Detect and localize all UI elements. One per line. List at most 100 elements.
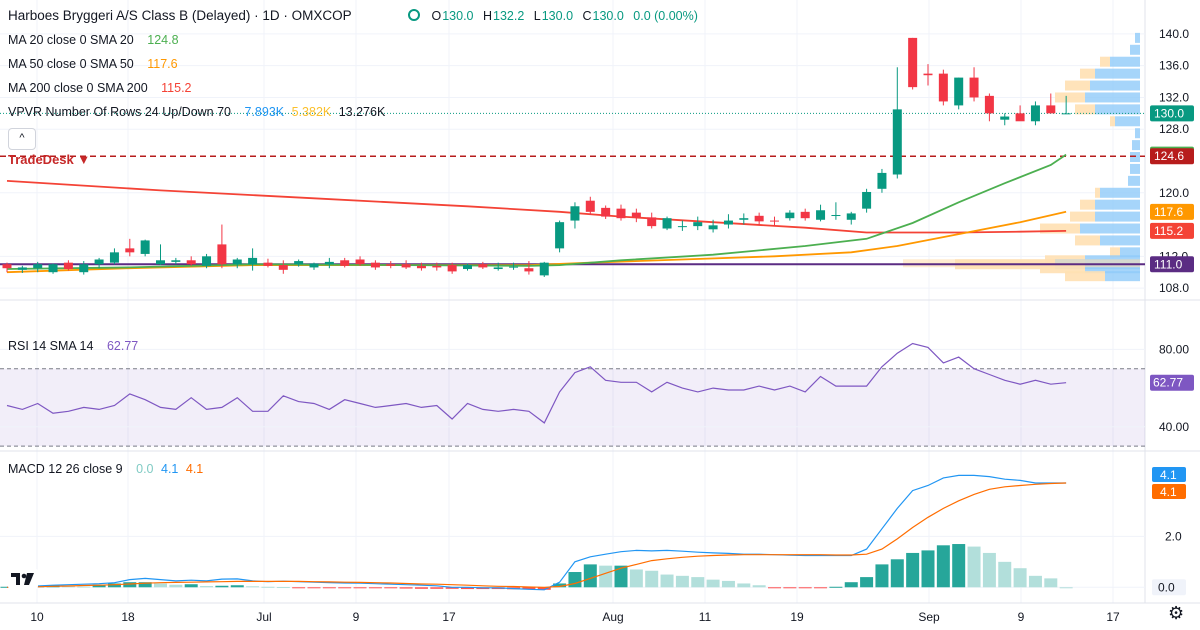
macd-histogram-bar: [522, 587, 536, 590]
legend-vpvr[interactable]: VPVR Number Of Rows 24 Up/Down 70 7.893K…: [8, 104, 389, 120]
candle-body: [493, 267, 503, 270]
candle-body: [800, 211, 810, 219]
macd-histogram-bar: [169, 584, 183, 588]
candle-body: [309, 263, 319, 268]
legend-ma50[interactable]: MA 50 close 0 SMA 50 117.6: [8, 56, 182, 72]
macd-signal-badge-label: 4.1: [1160, 485, 1177, 499]
macd-histogram-bar: [537, 587, 551, 590]
price-badge-label: 130.0: [1154, 106, 1184, 120]
volume-profile-up-bar: [1095, 211, 1140, 222]
candle-body: [156, 260, 165, 265]
macd-histogram-bar: [721, 580, 735, 588]
time-tick-label: Aug: [602, 610, 623, 624]
volume-profile-down-bar: [1080, 199, 1095, 210]
macd-histogram-bar: [706, 579, 720, 588]
macd-line-value: 4.1: [161, 462, 179, 476]
macd-histogram-bar: [184, 584, 198, 588]
macd-histogram-bar: [368, 587, 382, 589]
macd-histogram-bar: [553, 583, 567, 588]
settings-gear-icon[interactable]: ⚙: [1168, 603, 1185, 623]
time-tick-label: Sep: [918, 610, 940, 624]
candle-body: [63, 262, 73, 270]
macd-histogram-bar: [844, 582, 858, 588]
rsi-line: [6, 342, 1067, 424]
candle-body: [171, 260, 181, 262]
candle-body: [33, 264, 43, 269]
macd-histogram-bar: [276, 587, 290, 589]
legend-ma200[interactable]: MA 200 close 0 SMA 200 115.2: [8, 80, 196, 96]
legend-ma20[interactable]: MA 20 close 0 SMA 20 124.8: [8, 32, 183, 48]
volume-profile-up-bar: [1128, 175, 1140, 186]
candle-body: [370, 262, 380, 268]
volume-profile-up-bar: [1095, 68, 1140, 79]
macd-histogram-bar: [875, 564, 889, 588]
volume-profile-up-bar: [1115, 116, 1140, 127]
low-value: 130.0: [541, 9, 574, 23]
candle-body: [355, 259, 365, 265]
volume-profile-down-bar: [1100, 56, 1110, 67]
tradingview-logo[interactable]: [8, 568, 38, 590]
candle-body: [48, 264, 58, 273]
collapse-legend-button[interactable]: ^: [8, 128, 36, 150]
ohlc-readout: O130.0 H132.2 L130.0 C130.0 0.0 (0.00%): [408, 8, 704, 24]
macd-histogram-bar: [138, 582, 152, 588]
price-tick-label: 132.0: [1159, 90, 1189, 104]
macd-histogram-bar: [952, 544, 966, 588]
macd-histogram-bar: [445, 587, 459, 589]
candle-body: [294, 261, 304, 265]
price-badge-label: 124.6: [1154, 149, 1184, 163]
ma20-label: MA 20 close 0 SMA 20: [8, 33, 134, 47]
volume-profile-up-bar: [1085, 92, 1140, 103]
candle-body: [416, 265, 426, 269]
legend-rsi[interactable]: RSI 14 SMA 14 62.77: [8, 338, 142, 354]
macd-histogram-bar: [814, 587, 828, 589]
macd-badge-label: 4.1: [1160, 468, 1177, 482]
tradedesk-label[interactable]: TradeDesk ▼: [8, 152, 91, 167]
volume-profile-up-bar: [1135, 128, 1140, 139]
candle-body: [938, 73, 948, 102]
candle-body: [892, 109, 902, 175]
vpvr-down-value: 5.382K: [291, 105, 332, 119]
volume-profile-down-bar: [1110, 116, 1115, 127]
price-tick-label: 128.0: [1159, 122, 1189, 136]
candle-body: [324, 261, 334, 265]
volume-profile-up-bar: [1120, 247, 1140, 258]
rsi-label: RSI 14 SMA 14: [8, 339, 94, 353]
candle-body: [723, 220, 733, 225]
price-tick-label: 136.0: [1159, 59, 1189, 73]
candle-body: [739, 218, 749, 220]
macd-histogram-bar: [292, 587, 306, 589]
macd-signal-value: 4.1: [185, 462, 204, 476]
ma200-value: 115.2: [161, 81, 192, 95]
volume-profile-up-bar: [1135, 32, 1140, 43]
macd-line: [6, 474, 1067, 591]
candle-body: [524, 268, 534, 272]
macd-histogram-bar: [860, 577, 874, 588]
macd-histogram-bar: [77, 586, 91, 588]
volume-profile-down-bar: [1065, 80, 1090, 91]
candle-body: [555, 222, 565, 249]
ma200-label: MA 200 close 0 SMA 200: [8, 81, 148, 95]
macd-histogram-bar: [982, 552, 996, 588]
tradingview-logo-icon: [11, 573, 34, 585]
price-badge-label: 111.0: [1154, 257, 1183, 271]
candle-body: [202, 256, 212, 266]
vpvr-total-value: 13.276K: [338, 105, 386, 119]
macd-histogram-bar: [829, 586, 843, 588]
macd-histogram-bar: [660, 574, 674, 588]
candle-body: [923, 73, 933, 76]
candle-body: [1030, 105, 1040, 122]
time-tick-label: 9: [1018, 610, 1025, 624]
macd-histogram-bar: [752, 585, 766, 588]
macd-signal-line: [6, 482, 1067, 588]
macd-tick-label: 2.0: [1165, 529, 1182, 543]
time-tick-label: 19: [790, 610, 804, 624]
candle-body: [539, 262, 549, 276]
macd-histogram-bar: [691, 577, 705, 588]
candle-body: [2, 264, 12, 269]
macd-histogram-bar: [414, 587, 428, 589]
candle-body: [109, 252, 119, 263]
candle-body: [677, 226, 687, 228]
legend-macd[interactable]: MACD 12 26 close 9 0.0 4.1 4.1: [8, 461, 207, 477]
